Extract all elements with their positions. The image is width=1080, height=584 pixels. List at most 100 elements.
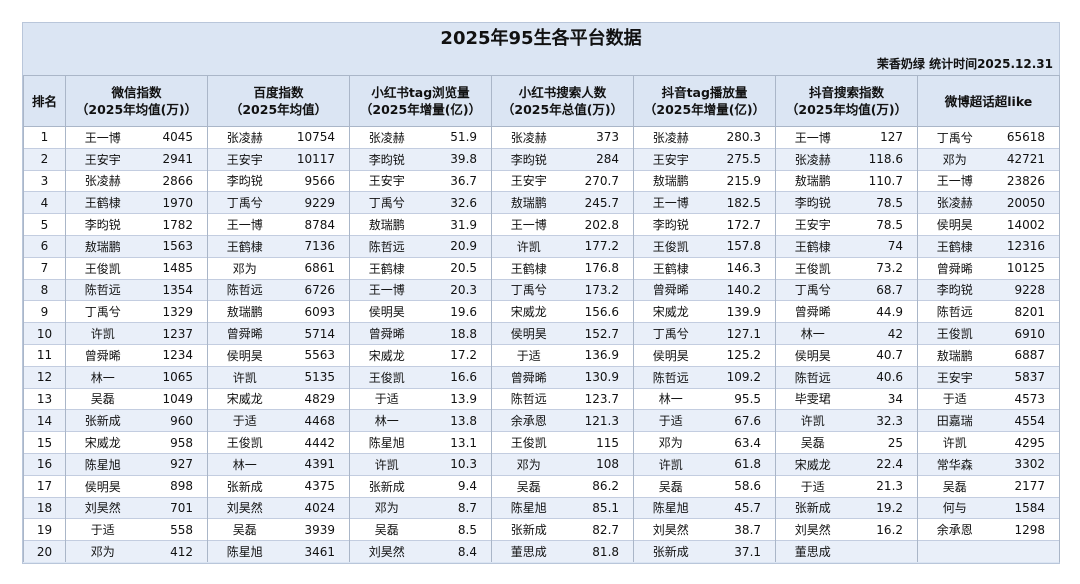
- name-cell: 邓为: [917, 147, 992, 171]
- value-cell: 6910: [991, 322, 1061, 345]
- name-cell: 王安宇: [349, 169, 424, 192]
- name-cell: 王俊凯: [633, 234, 708, 258]
- value-cell: 123.7: [565, 387, 635, 410]
- name-cell: 丁禹兮: [775, 278, 850, 301]
- name-cell: 丁禹兮: [349, 191, 424, 214]
- name-cell: 吴磊: [633, 474, 708, 498]
- value-cell: 4045: [139, 126, 208, 149]
- name-cell: 李昀锐: [491, 147, 566, 171]
- table-row: 3 张凌赫 2866 李昀锐 9566 王安宇 36.7 王安宇 270.7 敖瑞鹏 215.9 敖瑞…: [23, 169, 1061, 192]
- name-cell: 王一博: [775, 126, 850, 149]
- value-cell: 1234: [139, 343, 208, 367]
- value-cell: 13.9: [423, 387, 493, 410]
- value-cell: 6861: [281, 256, 351, 280]
- value-cell: 118.6: [849, 147, 919, 171]
- rank: 5: [23, 213, 66, 236]
- name-cell: 王安宇: [491, 169, 566, 192]
- name-cell: 张新成: [349, 474, 424, 498]
- name-cell: 王一博: [633, 191, 708, 214]
- table-row: 5 李昀锐 1782 王一博 8784 敖瑞鹏 31.9 王一博 202.8 李昀锐 172.7 王安…: [23, 213, 1061, 236]
- value-cell: 1970: [139, 191, 208, 214]
- rank: 9: [23, 300, 66, 323]
- value-cell: 8.7: [423, 496, 493, 519]
- table-row: 4 王鹤棣 1970 丁禹兮 9229 丁禹兮 32.6 敖瑞鹏 245.7 王一博 182.5 李昀…: [23, 191, 1061, 214]
- header-line: 小红书搜索人数: [518, 85, 607, 100]
- value-cell: 215.9: [707, 169, 777, 192]
- value-cell: 1065: [139, 365, 208, 389]
- header-line: 小红书tag浏览量: [371, 85, 470, 100]
- value-cell: 108: [565, 452, 635, 476]
- table-row: 2 王安宇 2941 王安宇 10117 李昀锐 39.8 李昀锐 284 王安宇 275.5 张凌赫…: [23, 147, 1061, 171]
- name-cell: 李昀锐: [633, 213, 708, 236]
- value-cell: 22.4: [849, 452, 919, 476]
- value-cell: 1049: [139, 387, 208, 410]
- value-cell: 2866: [139, 169, 208, 192]
- value-cell: 58.6: [707, 474, 777, 498]
- name-cell: 侯明昊: [491, 322, 566, 345]
- name-cell: 吴磊: [207, 518, 282, 541]
- data-table: 排名 微信指数 （2025年均值(万)） 百度指数 （2025年均值） 小红书tag浏览量…: [23, 75, 1061, 562]
- name-cell: 李昀锐: [917, 278, 992, 301]
- value-cell: 45.7: [707, 496, 777, 519]
- name-cell: 董思成: [491, 540, 566, 562]
- name-cell: 许凯: [207, 365, 282, 389]
- name-cell: 宋威龙: [207, 387, 282, 410]
- name-cell: 于适: [633, 409, 708, 432]
- value-cell: 1354: [139, 278, 208, 301]
- table-row: 10 许凯 1237 曾舜晞 5714 曾舜晞 18.8 侯明昊 152.7 丁禹兮 127.1 林一…: [23, 322, 1061, 345]
- value-cell: 5563: [281, 343, 351, 367]
- name-cell: 李昀锐: [65, 213, 140, 236]
- name-cell: 张凌赫: [207, 126, 282, 149]
- value-cell: 20.5: [423, 256, 493, 280]
- name-cell: 王安宇: [775, 213, 850, 236]
- header-line: 抖音tag播放量: [661, 85, 748, 100]
- name-cell: 王俊凯: [491, 431, 566, 454]
- value-cell: 13.8: [423, 409, 493, 432]
- table-row: 7 王俊凯 1485 邓为 6861 王鹤棣 20.5 王鹤棣 176.8 王鹤棣 146.3 王俊凯…: [23, 256, 1061, 280]
- name-cell: 陈哲远: [491, 387, 566, 410]
- value-cell: 146.3: [707, 256, 777, 280]
- table-row: 17 侯明昊 898 张新成 4375 张新成 9.4 吴磊 86.2 吴磊 58.6 于适 21.3 吴…: [23, 474, 1061, 498]
- value-cell: 130.9: [565, 365, 635, 389]
- value-cell: 78.5: [849, 213, 919, 236]
- value-cell: 67.6: [707, 409, 777, 432]
- value-cell: 21.3: [849, 474, 919, 498]
- value-cell: 40.7: [849, 343, 919, 367]
- header-line: （2025年均值(万)）: [785, 102, 908, 117]
- value-cell: 78.5: [849, 191, 919, 214]
- column-header: 微博超话超like: [917, 75, 1061, 127]
- name-cell: 于适: [491, 343, 566, 367]
- name-cell: 吴磊: [491, 474, 566, 498]
- name-cell: 王安宇: [917, 365, 992, 389]
- value-cell: 8784: [281, 213, 351, 236]
- rank: 20: [23, 540, 66, 562]
- value-cell: 136.9: [565, 343, 635, 367]
- name-cell: 李昀锐: [775, 191, 850, 214]
- header-line: 微博超话超like: [944, 93, 1033, 109]
- name-cell: 许凯: [65, 322, 140, 345]
- name-cell: 宋威龙: [633, 300, 708, 323]
- name-cell: 张凌赫: [633, 126, 708, 149]
- name-cell: 邓为: [207, 256, 282, 280]
- value-cell: 177.2: [565, 234, 635, 258]
- value-cell: 125.2: [707, 343, 777, 367]
- name-cell: 曾舜晞: [491, 365, 566, 389]
- value-cell: 4829: [281, 387, 351, 410]
- name-cell: 陈哲远: [917, 300, 992, 323]
- rank-header: 排名: [23, 75, 66, 127]
- name-cell: 李昀锐: [207, 169, 282, 192]
- rank: 19: [23, 518, 66, 541]
- value-cell: 6093: [281, 300, 351, 323]
- table-row: 15 宋威龙 958 王俊凯 4442 陈星旭 13.1 王俊凯 115 邓为 63.4 吴磊 25 许凯…: [23, 431, 1061, 454]
- value-cell: 12316: [991, 234, 1061, 258]
- name-cell: 王安宇: [633, 147, 708, 171]
- value-cell: 2941: [139, 147, 208, 171]
- name-cell: 王一博: [917, 169, 992, 192]
- value-cell: 4391: [281, 452, 351, 476]
- header-line: （2025年均值）: [229, 102, 328, 117]
- name-cell: 张凌赫: [349, 126, 424, 149]
- value-cell: 68.7: [849, 278, 919, 301]
- column-header: 小红书搜索人数 （2025年总值(万)）: [491, 75, 635, 127]
- value-cell: 4024: [281, 496, 351, 519]
- value-cell: 10117: [281, 147, 351, 171]
